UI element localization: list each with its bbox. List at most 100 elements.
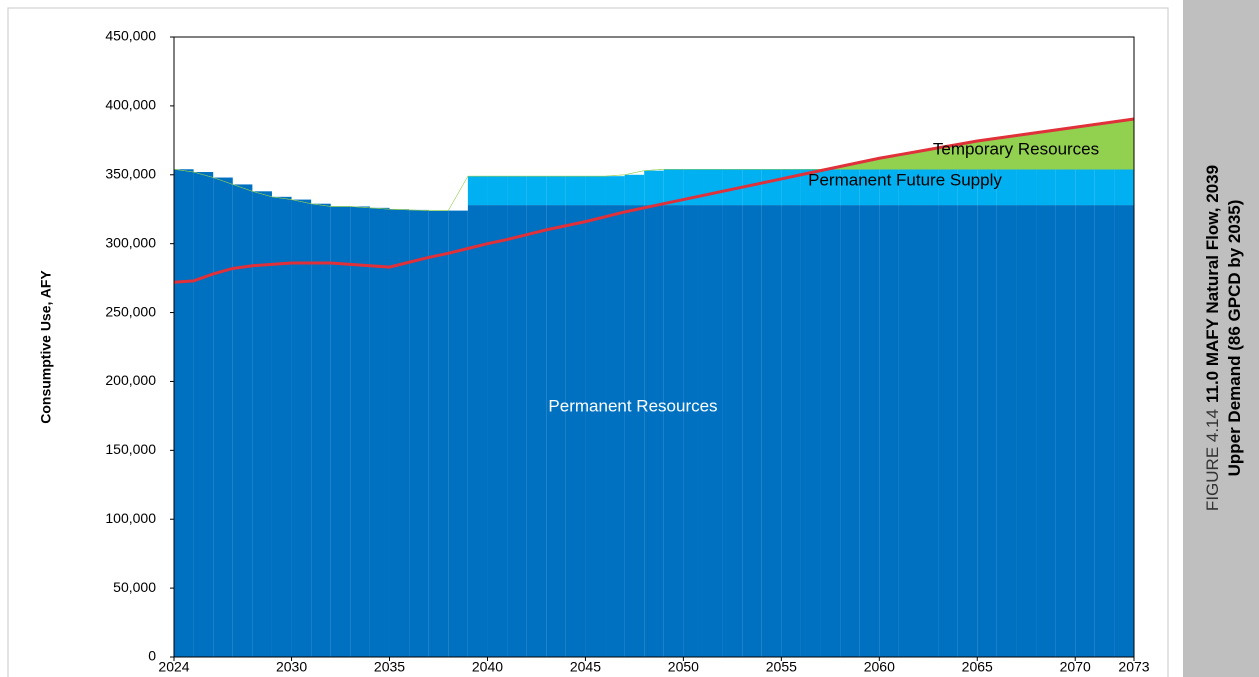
area-strip <box>605 174 625 177</box>
area-step <box>389 209 410 657</box>
x-tick-label: 2030 <box>276 659 307 675</box>
area-step <box>761 169 782 206</box>
area-step <box>624 205 645 658</box>
x-tick-label: 2035 <box>374 659 405 675</box>
area-step <box>702 205 723 658</box>
area-step <box>918 205 939 658</box>
area-step <box>565 205 586 658</box>
area-step <box>252 191 272 658</box>
y-axis-label: Consumptive Use, AFY <box>38 270 54 424</box>
area-step <box>409 209 429 657</box>
area-step <box>1075 169 1095 206</box>
area-step <box>1055 169 1076 206</box>
area-step <box>1075 205 1095 658</box>
plot-frame <box>173 36 1135 658</box>
x-tick-label: 2050 <box>668 659 699 675</box>
area-step <box>859 169 880 206</box>
area-step <box>938 205 958 658</box>
area-step <box>1036 205 1056 658</box>
area-step <box>369 207 390 657</box>
x-tick-label: 2070 <box>1060 659 1091 675</box>
area-step <box>996 169 1017 206</box>
area-step <box>487 176 508 206</box>
area-step <box>428 210 449 657</box>
area-step <box>605 205 625 658</box>
area-strip <box>644 169 664 171</box>
x-tick-label: 2060 <box>864 659 895 675</box>
area-step <box>742 169 762 206</box>
area-step <box>938 169 958 206</box>
area-step <box>977 205 997 658</box>
area-step <box>840 205 860 658</box>
area-step <box>1055 205 1076 658</box>
area-step <box>585 176 606 206</box>
y-tick-label: 350,000 <box>105 165 156 181</box>
side-panel <box>1183 0 1259 677</box>
area-strip <box>624 170 645 176</box>
x-tick-label: 2065 <box>962 659 993 675</box>
x-tick-label: 2055 <box>766 659 797 675</box>
area-step <box>879 205 899 658</box>
area-step <box>1114 205 1134 658</box>
area-step <box>467 176 488 206</box>
area-step <box>820 169 841 206</box>
area-step <box>918 169 939 206</box>
area-step <box>859 205 880 658</box>
area-label: Permanent Resources <box>548 396 717 415</box>
chart-title: Upper Demand (86 GPCD by 2035) <box>1225 200 1244 477</box>
area-step <box>663 205 684 658</box>
figure-caption: FIGURE 4.14 11.0 MAFY Natural Flow, 2039 U… <box>1203 165 1244 511</box>
area-step <box>291 199 312 658</box>
area-step <box>213 177 233 658</box>
area-step <box>546 205 566 658</box>
area-step <box>330 206 351 657</box>
area-step <box>311 203 331 657</box>
area-step <box>1094 169 1115 206</box>
area-step <box>702 169 723 206</box>
area-step <box>800 205 821 658</box>
area-step <box>761 205 782 658</box>
area-step <box>467 205 488 658</box>
area-step <box>1016 205 1037 658</box>
area-step <box>1114 169 1134 206</box>
area-step <box>565 176 586 206</box>
area-step <box>526 176 547 206</box>
x-tick-label: 2024 <box>158 659 189 675</box>
area-step <box>350 206 370 657</box>
area-step <box>663 169 684 206</box>
area-label: Permanent Future Supply <box>808 170 1002 189</box>
area-step <box>722 169 743 206</box>
line <box>173 117 1135 284</box>
chart-title: 11.0 MAFY Natural Flow, 2039 <box>1203 165 1222 403</box>
area-step <box>271 196 292 658</box>
area-step <box>644 205 664 658</box>
y-tick-label: 50,000 <box>113 579 156 595</box>
area-step <box>781 205 801 658</box>
area-step <box>957 205 978 658</box>
area-step <box>487 205 508 658</box>
area-step <box>624 174 645 206</box>
area-step <box>448 210 468 657</box>
area-step <box>1036 169 1056 206</box>
y-tick-label: 250,000 <box>105 303 156 319</box>
x-tick-label: 2045 <box>570 659 601 675</box>
area-step <box>898 205 919 658</box>
y-tick-label: 0 <box>148 648 156 664</box>
area-step <box>683 205 703 658</box>
area-step <box>1094 205 1115 658</box>
figure-label: FIGURE 4.14 <box>1203 409 1222 511</box>
area-step <box>644 170 664 206</box>
chart-frame <box>7 7 1169 677</box>
area-step <box>722 205 743 658</box>
area-step <box>605 176 625 206</box>
y-tick-label: 200,000 <box>105 372 156 388</box>
y-tick-label: 450,000 <box>105 28 156 44</box>
area-step <box>800 169 821 206</box>
y-tick-label: 100,000 <box>105 510 156 526</box>
area-step <box>977 169 997 206</box>
area-step <box>585 205 606 658</box>
area-label: Temporary Resources <box>933 139 1099 158</box>
area-step <box>1016 169 1037 206</box>
